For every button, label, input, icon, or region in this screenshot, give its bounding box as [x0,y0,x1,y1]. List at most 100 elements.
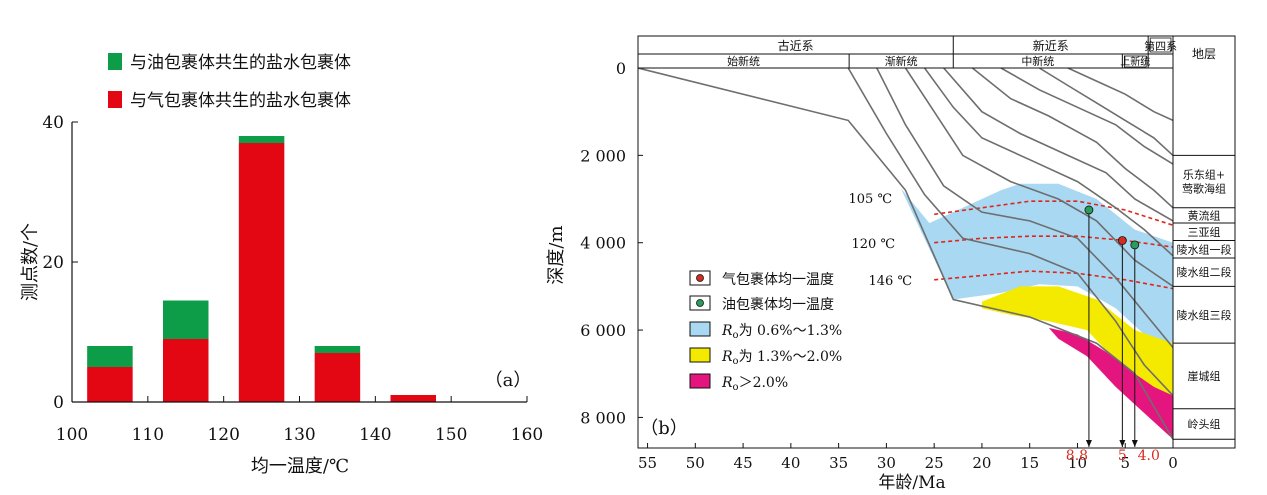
inclusion-point-oil-3 [1130,240,1140,250]
bar-120-series-1 [238,136,285,143]
a-xtick-label: 150 [435,425,467,445]
burial-curves [638,68,1173,440]
system-label: 新近系 [1033,38,1069,53]
panel-b-label: （b） [640,418,688,439]
legend-label-gas-brine: 与气包裹体共生的盐水包裹体 [130,91,351,111]
b-ytick-label: 6 000 [580,321,626,340]
isotherm-label-1: 105 ℃ [849,192,893,207]
system-box [1149,37,1172,53]
formation-label-4: 陵水组一段 [1177,242,1232,256]
panel-b-frame [637,35,1236,449]
b-ytick-label: 4 000 [580,234,626,253]
b-ytick-label: 8 000 [580,408,626,427]
b-xtick-label: 55 [638,454,657,472]
legend-swatch-oil-brine [108,53,122,70]
legend-marker-gas [696,274,704,282]
b-xtick-label: 45 [734,454,753,472]
panel-a-xlabel: 均一温度/℃ [251,456,349,477]
b-ytick-label: 2 000 [580,146,626,165]
legend-swatch-zone2 [689,347,711,363]
series-label: 渐新统 [885,54,918,68]
b-xtick-label: 15 [1020,454,1039,472]
inclusion-age-drops [1085,209,1138,447]
bar-100-series-1 [87,346,133,367]
b-xtick-label: 10 [1068,454,1087,472]
burial-curve-7 [971,68,1173,209]
formation-label-3: 三亚组 [1188,225,1221,239]
legend-label-zone3: Ro＞2.0% [721,375,788,393]
formation-title: 地层 [1192,47,1216,61]
isotherm-3 [934,270,1173,290]
inclusion-drop-arrow-2 [1085,440,1092,447]
legend-label-oil-brine: 与油包裹体共生的盐水包裹体 [130,53,351,73]
bar-110-series-1 [163,300,209,339]
bar-130-series-1 [314,346,361,353]
legend-swatch-zone1 [689,321,711,337]
formation-label-8: 岭头组 [1188,417,1221,431]
b-xtick-label: 5 [1120,454,1130,472]
b-xtick-label: 0 [1168,454,1178,472]
series-label: 中新统 [1021,54,1054,68]
a-xtick-label: 140 [359,425,391,445]
age-mark-2: 5 [1118,448,1127,464]
inclusion-point-oil-2 [1084,205,1094,215]
formation-label-5: 陵水组二段 [1177,265,1232,279]
bar-120-series-0 [238,143,285,402]
a-ytick-label: 0 [53,393,64,413]
a-ytick-label: 20 [42,253,64,273]
a-ytick-label: 40 [42,113,64,133]
inclusion-points [1084,205,1140,250]
bar-110-series-0 [163,339,209,402]
isotherm-label-2: 120 ℃ [852,237,896,252]
panel-a-legend: 与油包裹体共生的盐水包裹体 与气包裹体共生的盐水包裹体 [108,53,351,111]
series-label: 始新统 [727,54,760,68]
b-ytick-label: 0 [616,59,626,78]
formation-label-7: 崖城组 [1188,369,1221,383]
system-label: 第四系 [1144,39,1177,53]
b-xtick-label: 30 [877,454,896,472]
b-xtick-label: 40 [781,454,800,472]
series-box [1123,55,1147,68]
panel-a-ticks: 100 110 120 130 140 150 160 0 20 40 [42,113,543,445]
isotherm-1 [934,200,1173,226]
panel-b-ylabel: 深度/m [546,225,567,284]
maturity-zone-3 [1048,327,1173,440]
formation-label-1: 乐东组+莺歌海组 [1182,168,1226,196]
b-xtick-label: 20 [972,454,991,472]
legend-label-zone1: Ro为 0.6%～1.3% [721,323,842,341]
inclusion-drop-arrow-3 [1131,440,1138,447]
series-label: 上新统 [1120,55,1150,68]
isotherm-labels: 105 ℃ 120 ℃ 146 ℃ [849,192,913,289]
legend-label-gas-point: 气包裹体均一温度 [722,272,834,288]
legend-swatch-gas-brine [108,91,122,108]
age-mark-3: 4.0 [1138,448,1160,464]
burial-curve-6 [943,68,1173,222]
maturity-zone-1 [900,183,1173,344]
burial-curve-10 [1067,68,1173,122]
panel-a-label: （a） [485,370,532,391]
panel-b-legend: 气包裹体均一温度 油包裹体均一温度 Ro为 0.6%～1.3% Ro为 1.3%… [689,270,842,393]
panel-a-bars [87,136,436,402]
b-xtick-label: 50 [686,454,705,472]
b-xtick-label: 25 [925,454,944,472]
age-marks: 8.8 5 4.0 [1066,448,1160,464]
a-xtick-label: 100 [56,425,88,445]
a-xtick-label: 130 [283,425,315,445]
system-label: 古近系 [778,38,814,53]
bar-130-series-0 [314,353,361,402]
age-mark-1: 8.8 [1066,448,1088,464]
isotherm-label-3: 146 ℃ [869,274,913,289]
burial-curve-1 [638,68,1173,440]
burial-curve-4 [904,68,1173,288]
burial-curve-5 [923,68,1173,257]
bar-140-series-0 [390,395,436,402]
a-xtick-label: 160 [511,425,543,445]
formation-label-6: 陵水组三段 [1177,308,1232,322]
burial-curve-9 [1038,68,1173,156]
a-xtick-label: 120 [207,425,239,445]
